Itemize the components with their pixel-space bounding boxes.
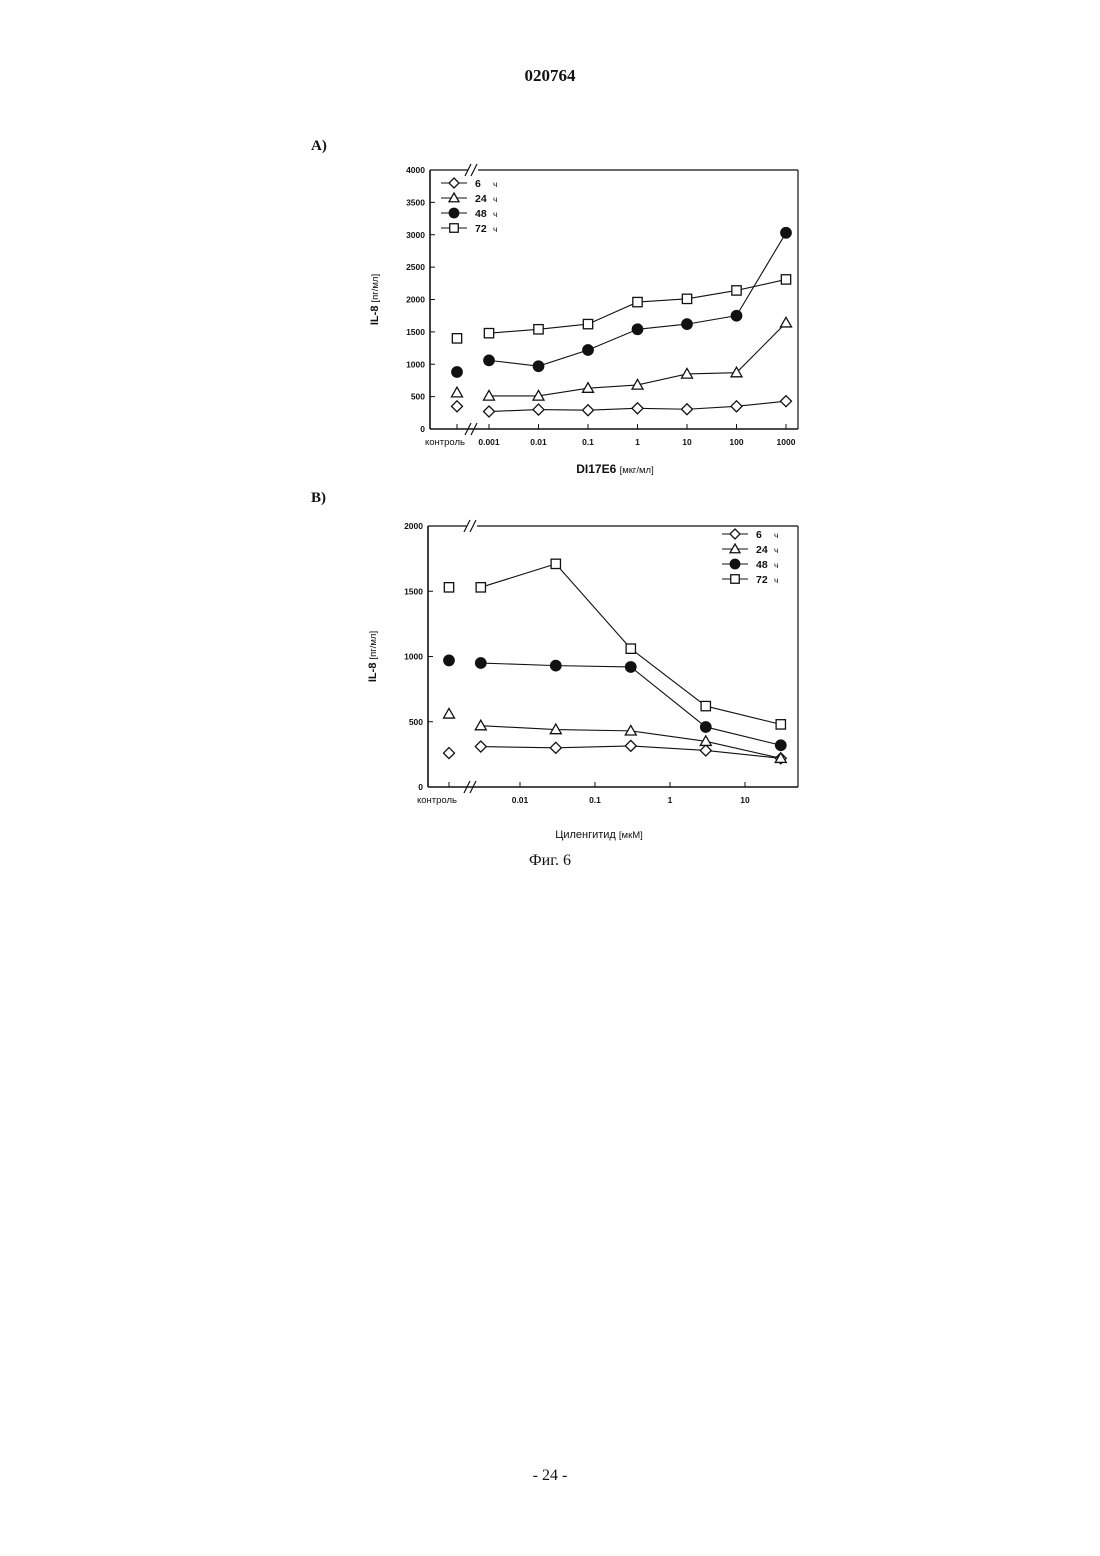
chart-b-series-72-h-point <box>701 701 710 710</box>
chart-b-series-6-h-point <box>550 742 561 753</box>
chart-b-series-6-h-point <box>700 745 711 756</box>
chart-b-legend-unit: ч <box>774 575 778 585</box>
figure-caption: Фиг. 6 <box>0 852 1100 870</box>
page-number: - 24 - <box>0 1467 1100 1485</box>
chart-b-x-tick-label-control: контроль <box>417 795 457 806</box>
chart-b-series-72-h-point <box>476 583 485 592</box>
chart-b-legend-marker <box>731 575 740 584</box>
chart-b-y-axis-title: IL-8 [пг/мл] <box>367 631 379 682</box>
chart-b-series-72-h-point <box>776 720 785 729</box>
chart-b-axis-break-mark <box>470 520 476 532</box>
chart-b-x-tick-label: 0.01 <box>512 795 529 805</box>
chart-b-x-tick-label: 0.1 <box>589 795 601 805</box>
chart-b-series-24-h-point <box>625 725 636 735</box>
chart-b-series-6-h-point <box>475 741 486 752</box>
chart-b: 0 500 1000 1500 2000 контроль 0.01 0.1 1 10 IL-8 [… <box>0 0 1100 860</box>
chart-b-legend-unit: ч <box>774 530 778 540</box>
chart-b-series-6-h-point <box>625 740 636 751</box>
chart-b-legend-marker <box>730 529 740 539</box>
chart-b-series-72-h-point <box>551 559 560 568</box>
chart-b-series-24-h-control-point <box>444 708 455 718</box>
chart-b-x-tick-label: 10 <box>740 795 750 805</box>
chart-b-y-tick-label: 2000 <box>404 521 423 531</box>
chart-b-y-tick-label: 1500 <box>404 586 423 596</box>
chart-b-series-48-h-control-point <box>444 655 454 665</box>
chart-b-series-48-h-point <box>476 658 486 668</box>
chart-b-series-48-h-point <box>701 722 711 732</box>
chart-b-x-axis-title: Циленгитид [мкМ] <box>555 829 643 841</box>
chart-b-legend-label: 48 <box>756 559 768 571</box>
chart-b-legend-label: 72 <box>756 574 768 586</box>
chart-b-y-tick-label: 1000 <box>404 652 423 662</box>
chart-b-series-48-h-point <box>551 660 561 670</box>
chart-b-y-tick-label: 0 <box>418 782 423 792</box>
chart-b-legend-label: 6 <box>756 529 762 541</box>
chart-b-series-24-h-point <box>475 720 486 730</box>
chart-b-y-tick-label: 500 <box>409 717 423 727</box>
chart-b-series-6-h-control-point <box>444 748 455 759</box>
chart-b-series-72-h-control-point <box>444 583 453 592</box>
chart-b-series-48-h-point <box>776 740 786 750</box>
chart-b-legend-unit: ч <box>774 545 778 555</box>
chart-b-legend-label: 24 <box>756 544 768 556</box>
chart-b-series-48-h-point <box>626 662 636 672</box>
chart-b-series-72-h-point <box>626 644 635 653</box>
chart-b-legend-marker <box>730 559 740 569</box>
chart-b-legend-unit: ч <box>774 560 778 570</box>
chart-b-legend-marker <box>730 544 740 553</box>
chart-b-x-tick-label: 1 <box>668 795 673 805</box>
